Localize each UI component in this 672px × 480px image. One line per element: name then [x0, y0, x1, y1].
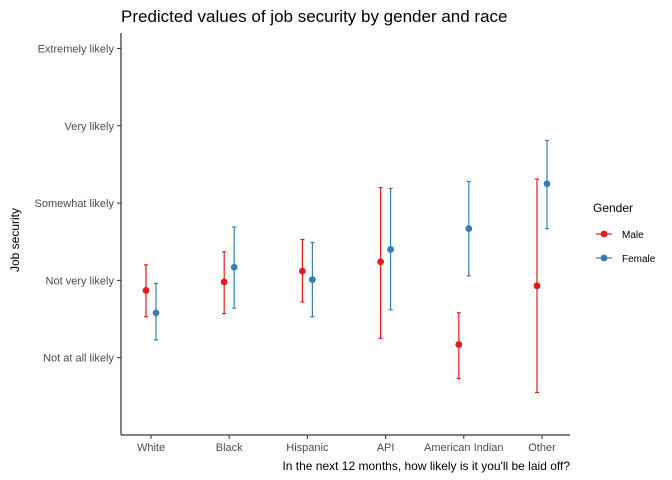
y-tick-label: Not at all likely: [43, 353, 114, 365]
female-point: [543, 180, 551, 188]
legend-title: Gender: [593, 201, 633, 215]
chart-title: Predicted values of job security by gend…: [121, 7, 508, 26]
y-tick-label: Somewhat likely: [35, 198, 115, 210]
x-axis-title: In the next 12 months, how likely is it …: [282, 459, 570, 473]
x-tick-label: Other: [528, 442, 556, 454]
x-tick-label: White: [137, 442, 165, 454]
x-tick-label: Black: [216, 442, 243, 454]
male-point: [299, 267, 306, 275]
x-tick-label: Hispanic: [286, 442, 329, 454]
y-tick-label: Extremely likely: [38, 43, 115, 55]
male-point: [142, 287, 150, 294]
x-axis: White Black Hispanic API American Indian Othe…: [121, 434, 570, 454]
legend-label-female: Female: [622, 254, 656, 265]
y-tick-label: Not very likely: [46, 275, 115, 287]
female-point: [230, 263, 238, 271]
male-point: [220, 278, 228, 286]
female-point: [387, 246, 394, 253]
legend-label-male: Male: [622, 230, 644, 241]
female-point: [465, 225, 473, 232]
y-axis-title: Job security: [8, 208, 22, 272]
male-point: [455, 341, 463, 348]
y-tick-label: Very likely: [64, 121, 114, 133]
male-point: [533, 282, 541, 290]
legend-key-point-male: [600, 230, 608, 238]
plot-marks: [142, 139, 551, 394]
female-point: [152, 309, 160, 317]
female-point: [309, 276, 316, 284]
x-tick-label: American Indian: [424, 442, 504, 454]
legend-key-point-female: [600, 254, 608, 262]
x-tick-label: API: [377, 442, 395, 454]
legend: Gender Male Female: [593, 201, 656, 265]
male-point: [377, 258, 384, 266]
y-axis: Not at all likely Not very likely Somewhat…: [35, 33, 122, 435]
